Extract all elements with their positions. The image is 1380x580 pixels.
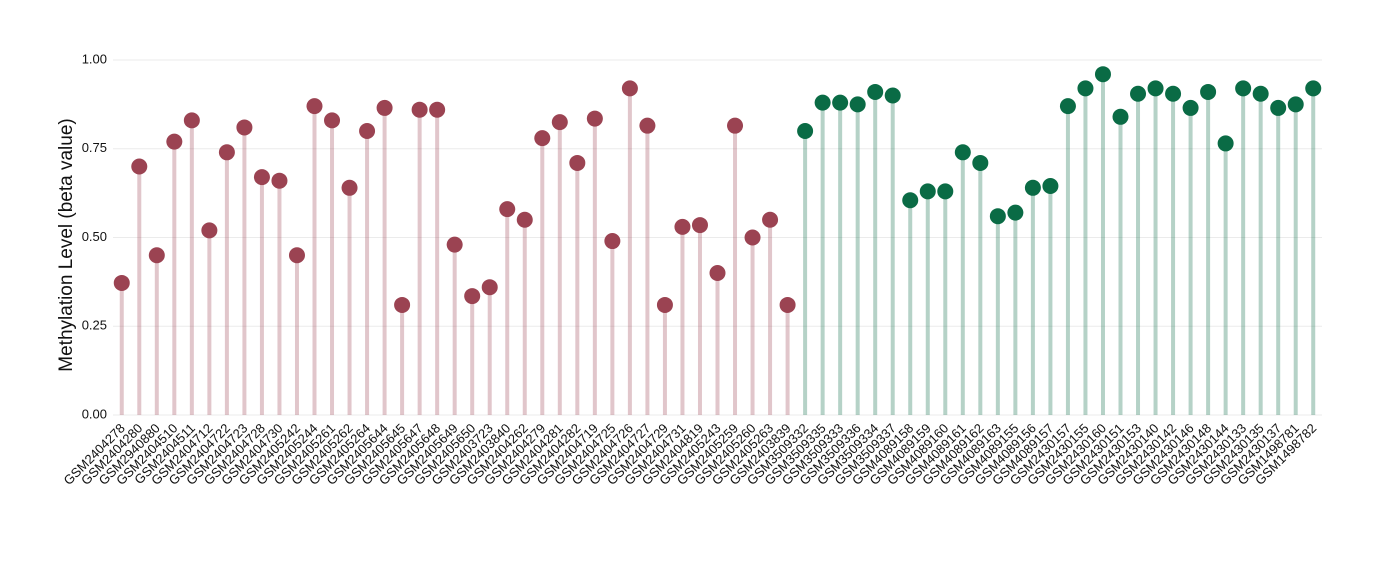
dot [1200, 83, 1217, 100]
dot [148, 247, 165, 264]
dot [464, 288, 481, 305]
dot [586, 110, 603, 127]
dot [954, 144, 971, 161]
dot [727, 117, 744, 134]
y-axis-label: Methylation Level (beta value) [56, 118, 77, 371]
dot [271, 172, 288, 189]
dot [867, 83, 884, 100]
dot [814, 94, 831, 111]
dot [1024, 179, 1041, 196]
dot [779, 296, 796, 313]
dot [516, 211, 533, 228]
dot [1305, 80, 1322, 97]
dot [849, 96, 866, 113]
dot [1094, 66, 1111, 83]
dot [534, 130, 551, 147]
dot [1217, 135, 1234, 152]
dot [1042, 178, 1059, 195]
dot [832, 94, 849, 111]
dot [394, 296, 411, 313]
dot [1077, 80, 1094, 97]
dot [1235, 80, 1252, 97]
dot [341, 179, 358, 196]
dot [989, 208, 1006, 225]
dot [1130, 85, 1147, 102]
dot [551, 114, 568, 131]
dot [744, 229, 761, 246]
dot [376, 99, 393, 116]
y-tick-label: 0.50 [82, 229, 107, 244]
dot [972, 154, 989, 171]
dot [1287, 96, 1304, 113]
dot [253, 169, 270, 186]
dot [306, 98, 323, 115]
y-tick-label: 0.00 [82, 406, 107, 421]
y-tick-label: 0.25 [82, 318, 107, 333]
dot [324, 112, 341, 129]
dot [446, 236, 463, 253]
dot [604, 233, 621, 250]
dot [1270, 99, 1287, 116]
dot [113, 274, 130, 291]
dot [288, 247, 305, 264]
dot [639, 117, 656, 134]
dot [621, 80, 638, 97]
dot [884, 87, 901, 104]
dot [674, 218, 691, 235]
y-tick-label: 0.75 [82, 140, 107, 155]
dot [1252, 85, 1269, 102]
dot [797, 123, 814, 139]
dot [166, 133, 183, 150]
dot [1059, 98, 1076, 115]
dot [1147, 80, 1164, 97]
dot [709, 265, 726, 281]
dot [201, 222, 218, 239]
dot [359, 123, 376, 139]
dot [429, 101, 446, 118]
dot [411, 101, 428, 118]
dot [1007, 204, 1024, 221]
dot [691, 217, 708, 234]
dot [183, 112, 200, 129]
dot [481, 279, 498, 296]
dot [1165, 85, 1182, 102]
y-tick-label: 1.00 [82, 51, 107, 66]
dot [762, 211, 779, 228]
dot [937, 183, 954, 200]
dot [902, 192, 919, 209]
dot [236, 119, 253, 136]
dot [218, 144, 235, 161]
dot [1182, 99, 1199, 116]
dot [499, 201, 516, 218]
dot [656, 296, 673, 313]
dot [569, 154, 586, 171]
dot [1112, 108, 1129, 125]
dot [131, 158, 148, 175]
dot [919, 183, 936, 200]
